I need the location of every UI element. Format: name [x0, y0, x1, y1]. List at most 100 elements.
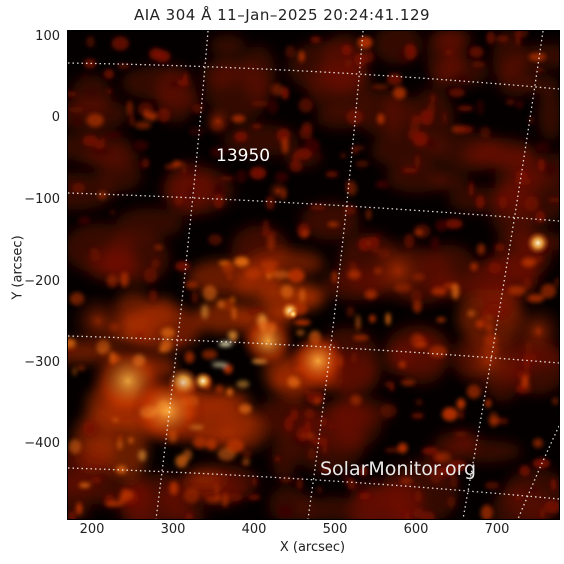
emission-grain [86, 36, 95, 48]
emission-grain [496, 417, 509, 425]
emission-grain [266, 273, 272, 279]
emission-grain [236, 380, 250, 388]
bright-emission-spot [448, 321, 528, 401]
emission-grain [349, 261, 357, 271]
emission-patch [315, 496, 350, 519]
emission-grain [160, 339, 172, 353]
emission-grain [304, 408, 315, 419]
emission-grain [89, 250, 101, 262]
emission-grain [227, 330, 238, 341]
emission-grain [182, 72, 188, 86]
emission-grain [219, 176, 235, 181]
emission-grain [527, 487, 540, 493]
emission-grain [272, 270, 290, 279]
emission-grain [456, 125, 474, 134]
bright-emission-spot [130, 373, 206, 449]
emission-grain [290, 409, 299, 421]
emission-grain [328, 424, 334, 429]
emission-grain [413, 508, 424, 519]
emission-grain [184, 165, 201, 177]
emission-patch [271, 426, 297, 482]
emission-grain [281, 86, 289, 100]
emission-grain [506, 99, 515, 106]
solar-image-panel [67, 30, 560, 520]
emission-grain [68, 338, 76, 348]
x-tick-label: 500 [322, 522, 348, 537]
emission-grain [86, 113, 104, 128]
emission-grain [377, 113, 385, 125]
bright-emission-spot [193, 371, 213, 391]
emission-grain [185, 513, 193, 519]
emission-grain [133, 140, 149, 151]
emission-grain [551, 397, 559, 405]
emission-grain [319, 417, 328, 427]
emission-patch [436, 132, 506, 172]
emission-grain [414, 229, 424, 236]
emission-grain [386, 73, 403, 86]
emission-grain [274, 456, 281, 462]
bright-emission-spot [358, 231, 438, 311]
emission-patch [159, 483, 185, 517]
emission-patch [307, 61, 373, 115]
emission-grain [358, 466, 369, 477]
emission-grain [498, 196, 507, 209]
emission-grain [514, 177, 531, 186]
emission-grain [160, 327, 175, 338]
emission-grain [151, 258, 160, 269]
emission-grain [451, 283, 460, 300]
emission-patch [149, 296, 176, 328]
emission-grain [370, 477, 378, 484]
emission-grain [444, 218, 463, 229]
emission-grain [201, 304, 209, 319]
coordinate-grid-line [155, 31, 209, 519]
emission-grain [447, 496, 456, 508]
emission-grain [68, 91, 77, 97]
emission-grain [438, 466, 456, 476]
emission-grain [77, 365, 85, 371]
emission-grain [262, 268, 276, 275]
emission-grain [355, 314, 361, 331]
emission-grain [129, 114, 135, 127]
emission-grain [327, 221, 339, 227]
emission-grain [242, 449, 252, 460]
emission-grain [296, 329, 305, 336]
emission-grain [486, 303, 504, 316]
emission-grain [68, 439, 81, 454]
emission-grain [426, 138, 435, 149]
emission-grain [191, 291, 198, 304]
emission-grain [456, 398, 466, 410]
emission-grain [314, 152, 322, 161]
emission-grain [384, 381, 394, 388]
emission-grain [149, 48, 164, 61]
emission-patch [491, 484, 552, 519]
emission-grain [414, 489, 423, 503]
emission-grain [296, 477, 304, 490]
emission-grain [496, 35, 509, 43]
emission-grain [289, 160, 303, 173]
emission-grain [299, 288, 306, 302]
emission-grain [398, 47, 408, 64]
emission-grain [409, 121, 421, 130]
y-axis-label: Y (arcsec) [10, 235, 26, 300]
emission-grain [488, 262, 502, 274]
emission-grain [221, 262, 234, 274]
emission-grain [532, 438, 544, 448]
emission-grain [553, 277, 559, 287]
emission-grain [117, 435, 124, 442]
emission-grain [206, 438, 217, 450]
y-tick-label: 100 [35, 29, 60, 44]
emission-grain [325, 171, 338, 178]
emission-grain [226, 439, 244, 453]
emission-grain [544, 500, 559, 514]
emission-grain [103, 69, 115, 79]
emission-grain [120, 272, 129, 288]
x-tick-label: 200 [79, 522, 105, 537]
emission-grain [471, 61, 486, 68]
bright-emission-spot [68, 291, 128, 351]
emission-grain [397, 442, 408, 454]
emission-grain [249, 166, 267, 180]
emission-patch [194, 301, 254, 334]
emission-grain [91, 147, 110, 155]
emission-grain [136, 334, 143, 340]
emission-patch [185, 470, 224, 490]
